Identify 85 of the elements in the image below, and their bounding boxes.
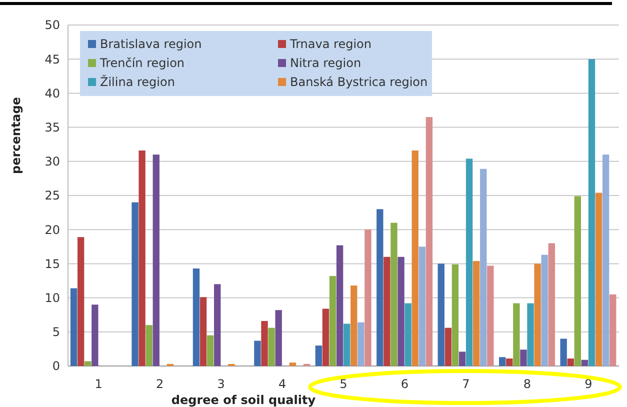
bar bbox=[499, 357, 506, 366]
bar bbox=[336, 245, 344, 366]
bar bbox=[513, 303, 520, 366]
y-tick-label: 50 bbox=[44, 18, 60, 32]
bar bbox=[146, 325, 152, 366]
x-tick-label: 1 bbox=[94, 377, 102, 391]
bar bbox=[268, 328, 275, 366]
bar bbox=[192, 268, 200, 366]
bar bbox=[138, 150, 146, 366]
x-tick-label: 8 bbox=[523, 377, 531, 391]
bar bbox=[206, 335, 214, 366]
bar bbox=[458, 352, 466, 366]
bar bbox=[329, 276, 336, 366]
legend-label: Banská Bystrica region bbox=[290, 75, 428, 89]
y-tick-label: 20 bbox=[44, 222, 60, 237]
legend-label: Bratislava region bbox=[100, 37, 202, 51]
y-tick-label: 0 bbox=[52, 359, 60, 374]
bar bbox=[384, 256, 390, 366]
x-tick-label: 2 bbox=[156, 377, 164, 391]
bar bbox=[610, 294, 616, 366]
bar bbox=[560, 338, 567, 366]
bar bbox=[84, 361, 92, 366]
bar bbox=[358, 322, 364, 366]
x-tick-label: 6 bbox=[400, 377, 409, 391]
bar bbox=[315, 346, 322, 366]
bar bbox=[472, 260, 480, 366]
bar bbox=[452, 264, 459, 366]
bar bbox=[390, 222, 398, 366]
y-tick-label: 5 bbox=[52, 325, 60, 340]
bar bbox=[322, 308, 330, 366]
x-tick-label: 7 bbox=[462, 377, 470, 391]
legend-label: Nitra region bbox=[290, 56, 362, 70]
y-tick-label: 30 bbox=[44, 154, 60, 169]
x-tick-label: 4 bbox=[278, 377, 286, 391]
y-tick-label: 10 bbox=[44, 291, 60, 305]
bar bbox=[602, 154, 610, 366]
bar bbox=[595, 192, 602, 366]
bar bbox=[438, 264, 444, 366]
bar bbox=[364, 230, 372, 366]
y-tick-label: 35 bbox=[44, 120, 60, 134]
bar bbox=[70, 288, 78, 366]
bar bbox=[548, 243, 555, 366]
bar bbox=[466, 158, 473, 366]
y-tick-label: 25 bbox=[44, 188, 60, 203]
bar bbox=[152, 154, 160, 366]
bar bbox=[534, 264, 541, 366]
x-tick-label: 9 bbox=[584, 377, 592, 391]
bar bbox=[412, 150, 418, 366]
x-axis-title: degree of soil quality bbox=[171, 393, 316, 407]
bar bbox=[254, 340, 261, 366]
y-tick-label: 45 bbox=[44, 52, 60, 66]
bar bbox=[541, 254, 548, 366]
bar bbox=[480, 168, 487, 366]
bar bbox=[520, 350, 527, 366]
bar bbox=[567, 358, 574, 366]
y-axis-title: percentage bbox=[9, 96, 23, 174]
bar bbox=[200, 297, 207, 366]
bar bbox=[92, 304, 98, 366]
bar bbox=[77, 237, 84, 366]
bar bbox=[275, 310, 282, 366]
bar bbox=[132, 202, 138, 366]
bar bbox=[444, 328, 452, 366]
bar bbox=[527, 303, 534, 366]
bar bbox=[214, 284, 221, 366]
bar bbox=[418, 246, 426, 366]
bar bbox=[404, 303, 412, 366]
bar bbox=[398, 256, 404, 366]
bar bbox=[506, 358, 513, 366]
legend-label: Žilina region bbox=[100, 74, 175, 89]
bar bbox=[376, 209, 384, 366]
bar bbox=[344, 324, 350, 366]
bar bbox=[574, 196, 581, 366]
bar bbox=[487, 266, 494, 366]
y-tick-label: 40 bbox=[44, 86, 60, 100]
bar bbox=[350, 286, 358, 366]
bar bbox=[588, 59, 596, 366]
bar bbox=[426, 117, 433, 366]
legend-label: Trenčín region bbox=[99, 56, 185, 70]
bar bbox=[289, 362, 296, 366]
bar bbox=[261, 320, 268, 366]
y-tick-label: 15 bbox=[44, 256, 60, 271]
x-tick-label: 5 bbox=[340, 377, 348, 391]
legend-label: Trnava region bbox=[289, 37, 372, 51]
x-tick-label: 3 bbox=[217, 377, 225, 391]
bar bbox=[581, 360, 588, 366]
